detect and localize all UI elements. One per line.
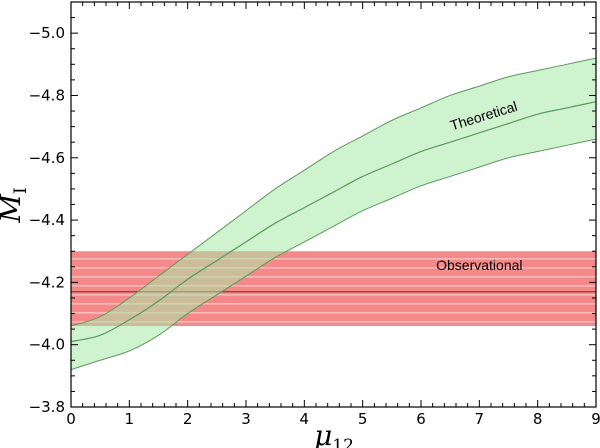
x-tick-label: 4 xyxy=(300,410,310,428)
x-tick-label: 9 xyxy=(591,410,600,428)
y-axis-subscript: I xyxy=(11,187,31,194)
axis-ticks xyxy=(70,1,597,408)
x-tick-label: 7 xyxy=(475,410,485,428)
x-tick-label: 8 xyxy=(533,410,543,428)
x-tick-label: 0 xyxy=(66,410,76,428)
x-tick-label: 1 xyxy=(125,410,135,428)
theoretical-upper-edge xyxy=(71,57,596,327)
x-tick-label: 2 xyxy=(183,410,193,428)
x-tick-label: 6 xyxy=(416,410,426,428)
x-axis-symbol: μ xyxy=(314,419,332,448)
y-tick-label: −3.8 xyxy=(29,398,65,416)
theoretical-band xyxy=(71,58,596,370)
x-tick-label: 5 xyxy=(358,410,368,428)
y-tick-label: −4.8 xyxy=(29,86,65,104)
x-axis-title: μ12 xyxy=(314,419,354,448)
y-tick-label: −4.2 xyxy=(29,273,65,291)
theoretical-lower-edge xyxy=(71,138,596,371)
axis-tick-labels: 0 1 2 3 4 5 6 7 8 9 −3.8 −4.0 −4.2 −4.4 −4.6 −4.8 −5.0 xyxy=(29,24,600,428)
x-axis-subscript: 12 xyxy=(332,436,354,448)
observational-annotation: Observational xyxy=(436,257,522,273)
x-tick-label: 3 xyxy=(241,410,251,428)
y-tick-label: −5.0 xyxy=(29,24,65,42)
y-tick-label: −4.6 xyxy=(29,149,65,167)
y-axis-title-group: MI xyxy=(0,187,31,223)
y-axis-symbol: M xyxy=(0,193,27,224)
y-tick-label: −4.0 xyxy=(29,336,65,354)
y-tick-label: −4.4 xyxy=(29,211,65,229)
y-axis-title: MI xyxy=(0,187,31,223)
theoretical-center-line xyxy=(71,101,596,343)
plot-area xyxy=(71,57,596,371)
